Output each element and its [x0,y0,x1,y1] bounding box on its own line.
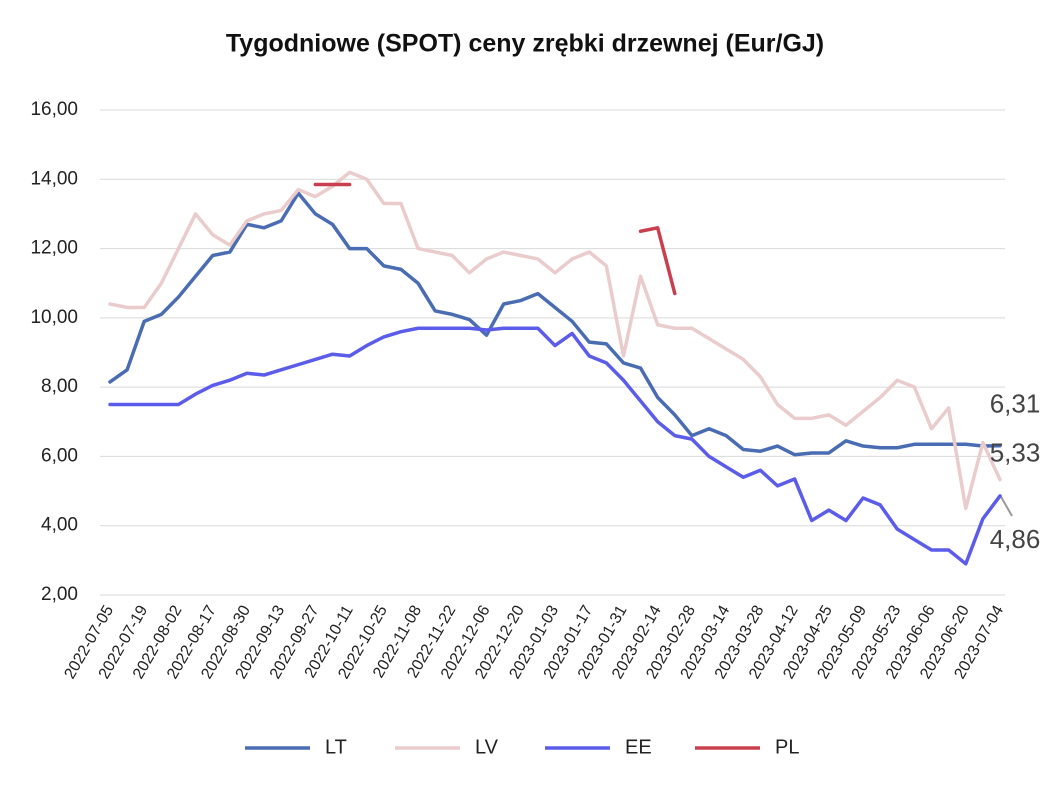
data-label: 5,33 [990,438,1041,468]
y-tick-label: 4,00 [41,515,78,536]
legend-label: LV [475,736,499,758]
data-label: 4,86 [990,524,1041,554]
y-tick-label: 2,00 [41,584,78,605]
legend-label: EE [625,736,652,758]
data-label: 6,31 [990,389,1041,419]
series-line [108,191,1002,457]
y-tick-label: 12,00 [30,238,78,259]
series-line [108,170,1002,511]
y-tick-label: 16,00 [30,99,78,120]
y-tick-label: 14,00 [30,168,78,189]
legend-label: LT [325,736,347,758]
series-line [313,182,677,296]
series-line [108,326,1002,566]
y-tick-label: 8,00 [41,376,78,397]
y-tick-label: 10,00 [30,307,78,328]
legend-label: PL [775,736,799,758]
chart-title: Tygodniowe (SPOT) ceny zrębki drzewnej (… [226,30,824,58]
y-tick-label: 6,00 [41,445,78,466]
leader-line [999,494,1013,517]
